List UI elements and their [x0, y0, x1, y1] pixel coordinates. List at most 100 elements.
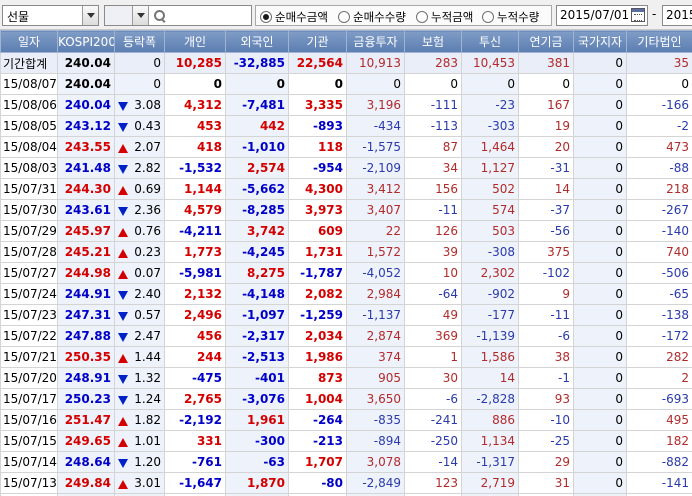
financial-investment-cell: -1,137: [346, 304, 405, 326]
table-row[interactable]: 15/07/23 247.31 0.57 2,496 -1,097 -1,259 -1,13…: [0, 304, 692, 326]
column-header[interactable]: 외국인: [225, 30, 289, 53]
government-cell: 0: [573, 73, 627, 95]
individual-cell: -1,647: [164, 472, 226, 494]
chevron-down-icon[interactable]: [82, 6, 98, 25]
table-row[interactable]: 15/08/04 243.55 2.07 418 -1,010 118 -1,575 87 1,…: [0, 136, 692, 158]
column-header[interactable]: 연기금: [518, 30, 574, 53]
institution-cell: 1,707: [288, 451, 347, 473]
table-row[interactable]: 15/07/14 248.64 1.20 -761 -63 1,707 3,078 -14 -1…: [0, 451, 692, 473]
column-header[interactable]: 기타법인: [626, 30, 692, 53]
kospi200-cell: 243.12: [57, 115, 115, 137]
individual-cell: 1,144: [164, 178, 226, 200]
radio-dot-icon: [482, 11, 494, 23]
column-header[interactable]: 투신: [461, 30, 519, 53]
date-from-input[interactable]: 2015/07/01: [556, 5, 648, 26]
financial-investment-cell: -2,109: [346, 157, 405, 179]
column-header[interactable]: 등락폭: [114, 30, 165, 53]
individual-cell: 453: [164, 115, 226, 137]
government-cell: 0: [573, 367, 627, 389]
chevron-down-icon[interactable]: [132, 6, 148, 25]
table-row[interactable]: 15/08/05 243.12 0.43 453 442 -893 -434 -113 -303…: [0, 115, 692, 137]
radio-net-buy-quantity[interactable]: 순매수수량: [338, 9, 406, 25]
pension-cell: -10: [518, 409, 574, 431]
other-corp-cell: -138: [626, 304, 692, 326]
financial-investment-cell: 10,913: [346, 52, 405, 74]
column-header[interactable]: 일자: [0, 30, 58, 53]
column-header[interactable]: 보험: [404, 30, 462, 53]
table-row[interactable]: 15/08/03 241.48 2.82 -1,532 2,574 -954 -2,109 3…: [0, 157, 692, 179]
date-cell: 15/07/22: [0, 325, 58, 347]
investment-trust-cell: 1,586: [461, 346, 519, 368]
individual-cell: 1,773: [164, 241, 226, 263]
date-cell: 15/07/29: [0, 220, 58, 242]
table-row[interactable]: 15/07/17 250.23 1.24 2,765 -3,076 1,004 3,650-…: [0, 388, 692, 410]
table-row[interactable]: 15/07/24 244.91 2.40 2,132 -4,148 2,082 2,984-…: [0, 283, 692, 305]
institution-cell: 2,082: [288, 283, 347, 305]
triangle-down-icon: [118, 207, 128, 216]
table-row[interactable]: 15/07/29 245.97 0.76 -4,211 3,742 609 22 126 503…: [0, 220, 692, 242]
table-row[interactable]: 15/07/31 244.30 0.69 1,144 -5,662 4,300 3,412 1…: [0, 178, 692, 200]
code-search-box[interactable]: [104, 5, 252, 26]
table-row[interactable]: 15/08/06 240.04 3.08 4,312 -7,481 3,335 3,196-…: [0, 94, 692, 116]
kospi200-cell: 243.55: [57, 136, 115, 158]
change-value: 2.82: [134, 161, 161, 175]
column-header[interactable]: 금융투자: [346, 30, 405, 53]
pension-cell: 38: [518, 346, 574, 368]
code-type-select[interactable]: [105, 6, 149, 25]
table-row[interactable]: 15/07/16 251.47 1.82 -2,192 1,961 -264 -835 -24…: [0, 409, 692, 431]
individual-cell: 0: [164, 73, 226, 95]
table-row[interactable]: 15/07/15 249.65 1.01 331 -300 -213 -894 -250 1,1…: [0, 430, 692, 452]
column-header[interactable]: KOSPI200: [57, 30, 115, 53]
individual-cell: 456: [164, 325, 226, 347]
other-corp-cell: -141: [626, 472, 692, 494]
other-corp-cell: -172: [626, 325, 692, 347]
individual-cell: -2,192: [164, 409, 226, 431]
change-value: 1.20: [134, 455, 161, 469]
column-header[interactable]: 개인: [164, 30, 226, 53]
total-row[interactable]: 기간합계 240.04 0 10,285 -32,885 22,564 10,913 283 1…: [0, 52, 692, 74]
pension-cell: 19: [518, 115, 574, 137]
radio-cumulative-quantity[interactable]: 누적수량: [482, 9, 539, 25]
individual-cell: 331: [164, 430, 226, 452]
triangle-down-icon: [118, 291, 128, 300]
table-row[interactable]: 15/08/07 240.04 0 0 0 0 0 0 0 0 0 0: [0, 73, 692, 95]
change-cell: 0.57: [114, 304, 165, 326]
column-header[interactable]: 국가지자: [573, 30, 627, 53]
pension-cell: -25: [518, 430, 574, 452]
radio-cumulative-amount[interactable]: 누적금액: [416, 9, 473, 25]
table-row[interactable]: 15/07/21 250.35 1.44 244 -2,513 1,986 374 1 1,58…: [0, 346, 692, 368]
table-row[interactable]: 15/07/20 248.91 1.32 -475 -401 873 905 30 14 -1 0 2: [0, 367, 692, 389]
change-value: 1.24: [134, 392, 161, 406]
table-row[interactable]: 15/07/10246.830.061,226-3,7922,341-18126…: [0, 493, 692, 496]
change-value: 0.69: [134, 182, 161, 196]
radio-dot-icon: [260, 11, 272, 23]
government-cell: 0: [573, 241, 627, 263]
market-select[interactable]: 선물: [2, 5, 99, 26]
kospi200-cell: 248.64: [57, 451, 115, 473]
change-value: 0.57: [134, 308, 161, 322]
government-cell: 0: [573, 157, 627, 179]
triangle-up-icon: [118, 144, 128, 153]
table-row[interactable]: 15/07/22 247.88 2.47 456 -2,317 2,034 2,874 369…: [0, 325, 692, 347]
change-value: 1.82: [134, 413, 161, 427]
financial-investment-cell: 1,572: [346, 241, 405, 263]
change-cell: 0.07: [114, 262, 165, 284]
change-value: 0: [153, 56, 161, 70]
investment-trust-cell: 14: [461, 367, 519, 389]
change-value: 0: [153, 77, 161, 91]
calendar-icon[interactable]: [631, 8, 645, 22]
search-icon[interactable]: [154, 10, 166, 22]
government-cell: 0: [573, 388, 627, 410]
table-row[interactable]: 15/07/27 244.98 0.07 -5,981 8,275 -1,787 -4,05…: [0, 262, 692, 284]
radio-net-buy-amount[interactable]: 순매수금액: [260, 9, 328, 25]
foreign-cell: -5,662: [225, 178, 289, 200]
date-to-input[interactable]: 2015: [662, 5, 692, 26]
change-value: 1.44: [134, 350, 161, 364]
table-row[interactable]: 15/07/13 249.84 3.01 -1,647 1,870 -80 -2,849 12…: [0, 472, 692, 494]
table-row[interactable]: 15/07/28 245.21 0.23 1,773 -4,245 1,731 1,572 3…: [0, 241, 692, 263]
column-header[interactable]: 기관: [288, 30, 347, 53]
pension-cell: 29: [518, 451, 574, 473]
table-row[interactable]: 15/07/30 243.61 2.36 4,579 -8,285 3,973 3,407-…: [0, 199, 692, 221]
date-cell: 15/07/14: [0, 451, 58, 473]
radio-label: 순매수수량: [353, 10, 406, 24]
